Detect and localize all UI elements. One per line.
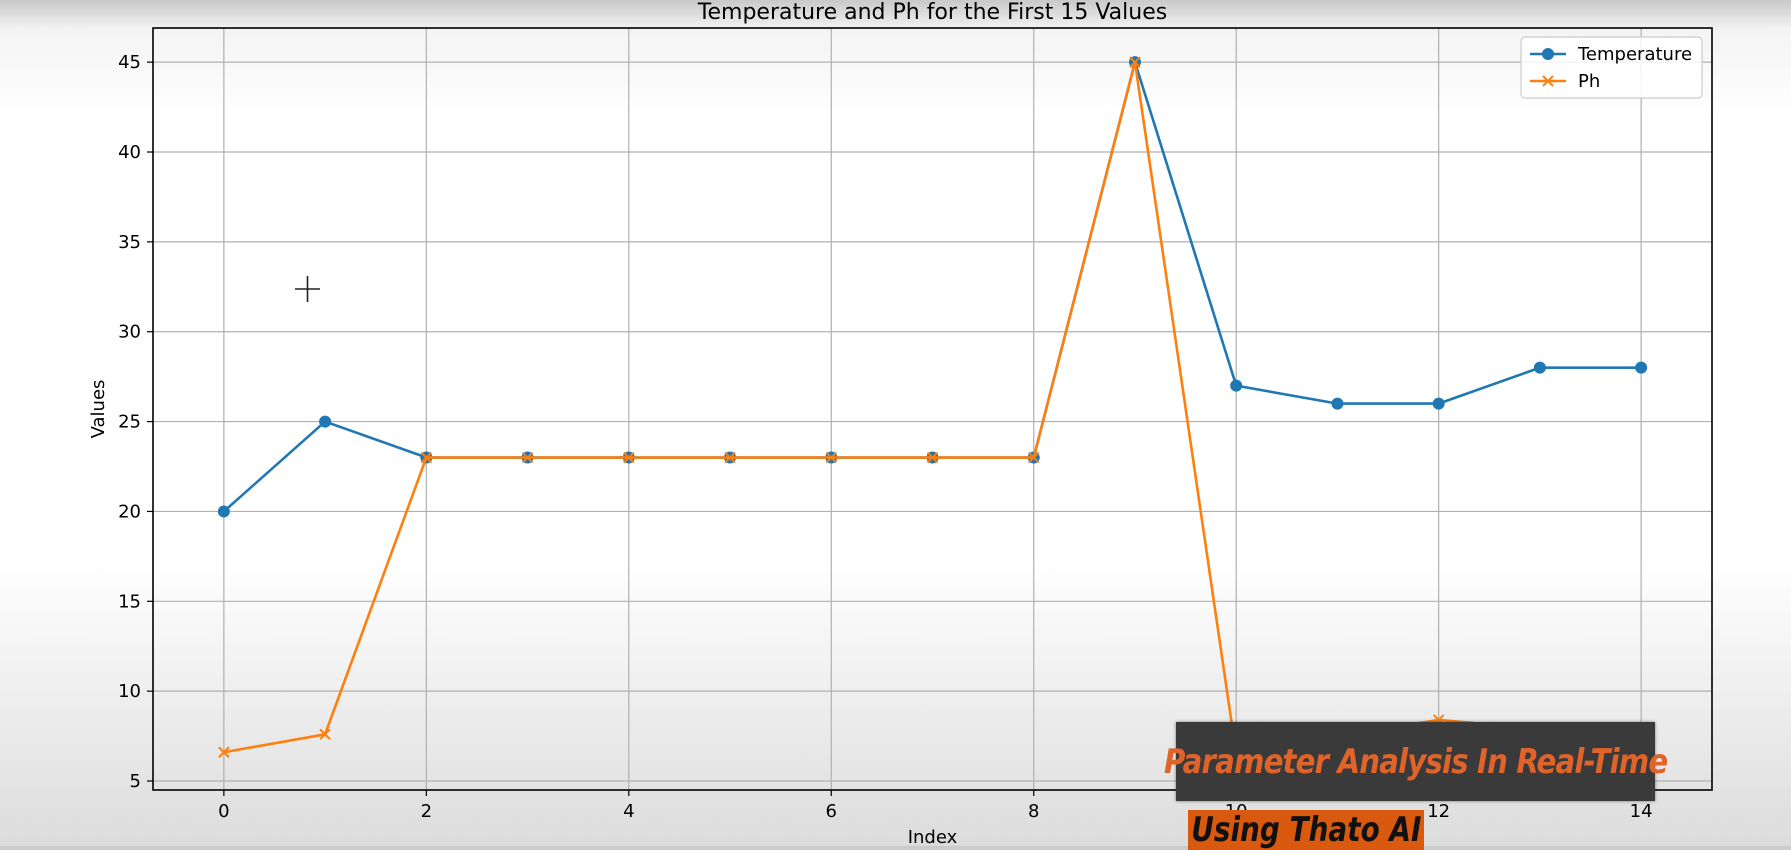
- y-tick-label: 25: [118, 412, 141, 433]
- caption-sub-banner: Using Thato AI: [1188, 810, 1424, 850]
- data-point: [319, 728, 331, 740]
- legend-marker: [1542, 48, 1554, 60]
- x-tick-label: 12: [1427, 801, 1450, 822]
- legend-label: Temperature: [1577, 44, 1692, 65]
- legend: Temperature Ph: [1520, 36, 1703, 99]
- data-point: [420, 451, 433, 464]
- data-point: [218, 746, 230, 758]
- y-tick-label: 10: [118, 681, 141, 702]
- x-tick-label: 14: [1630, 801, 1653, 822]
- caption-banner: Parameter Analysis In Real-Time: [1164, 722, 1668, 801]
- data-point: [623, 451, 635, 464]
- x-tick-label: 0: [218, 801, 229, 822]
- y-tick-label: 20: [118, 501, 141, 522]
- y-axis-label: Values: [88, 380, 109, 439]
- series-temperature: [217, 56, 1648, 518]
- y-tick-label: 35: [118, 232, 141, 253]
- x-tick-label: 8: [1028, 801, 1039, 822]
- data-point: [1129, 56, 1141, 68]
- legend-item-ph: Ph: [1530, 71, 1600, 92]
- legend-box: [1520, 36, 1703, 99]
- series-line: [223, 60, 1642, 756]
- y-tick-label: 45: [118, 52, 141, 73]
- data-point: [521, 451, 534, 464]
- legend-label: Ph: [1578, 71, 1600, 92]
- series: [217, 56, 1648, 760]
- data-point: [217, 505, 230, 518]
- y-tick-label: 15: [118, 591, 141, 612]
- y-tick-label: 30: [118, 322, 141, 343]
- data-point: [926, 451, 939, 464]
- banner-title: Parameter Analysis In Real-Time: [1163, 741, 1668, 782]
- data-point: [1331, 397, 1344, 410]
- data-point: [1533, 361, 1546, 374]
- data-point: [1432, 397, 1445, 410]
- data-point: [319, 415, 332, 428]
- banner-subtitle: Using Thato AI: [1190, 810, 1422, 850]
- y-tick-label: 40: [118, 142, 141, 163]
- data-point: [1635, 361, 1648, 374]
- series-line: [223, 60, 1642, 513]
- grid: [153, 28, 1712, 790]
- data-point: [825, 451, 837, 464]
- crosshair-icon: [295, 276, 320, 302]
- x-axis-label: Index: [908, 827, 958, 846]
- data-point: [1230, 379, 1243, 392]
- plot-area: [152, 27, 1713, 791]
- x-tick-label: 2: [421, 801, 432, 822]
- series-ph: [218, 56, 1647, 760]
- legend-marker: [1542, 75, 1554, 87]
- data-point: [724, 451, 736, 464]
- data-point: [1028, 451, 1040, 464]
- x-tick-label: 4: [623, 801, 634, 822]
- y-tick-label: 5: [130, 771, 141, 792]
- axis-ticks: 0246810121451015202530354045: [118, 52, 1652, 822]
- chart-title: Temperature and Ph for the First 15 Valu…: [697, 0, 1167, 25]
- x-tick-label: 6: [826, 801, 837, 822]
- legend-item-temperature: Temperature: [1530, 44, 1692, 65]
